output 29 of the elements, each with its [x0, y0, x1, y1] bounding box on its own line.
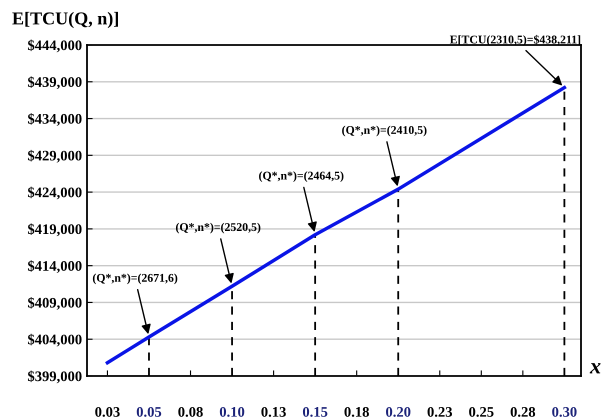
y-tick-label: $429,000 [28, 150, 82, 163]
x-tick-label: 0.08 [178, 406, 203, 417]
x-tick-label: 0.30 [552, 406, 577, 417]
x-tick-label: 0.23 [428, 406, 452, 417]
x-tick-label: 0.10 [220, 406, 244, 417]
y-tick-label: $439,000 [28, 76, 82, 90]
annotation: (Q*,n*)=(2520,5) [176, 222, 260, 234]
y-tick-label: $399,000 [28, 370, 82, 384]
x-tick-label: 0.05 [136, 406, 162, 417]
x-tick-label: 0.25 [469, 406, 494, 417]
annotation: (Q*,n*)=(2410,5) [342, 126, 427, 136]
y-tick-label: $444,000 [28, 40, 82, 52]
y-tick-label: $414,000 [28, 260, 82, 273]
x-tick-label: 0.03 [95, 406, 120, 417]
y-axis-title: E[TCU(Q, n)] [12, 12, 118, 28]
y-tick-label: $404,000 [28, 334, 82, 347]
x-tick-label: 0.20 [386, 406, 410, 417]
y-tick-label: $434,000 [28, 113, 82, 126]
x-tick-label: 0.13 [261, 406, 286, 417]
x-tick-label: 0.18 [344, 406, 369, 417]
y-tick-label: $424,000 [28, 186, 82, 200]
annotation: (Q*,n*)=(2671,6) [92, 274, 178, 284]
y-tick-label: $409,000 [28, 296, 82, 310]
x-tick-label: 0.15 [302, 406, 328, 417]
annotation: E[TCU(2310,5)=$438,211] [450, 34, 580, 46]
x-axis-title: x [590, 363, 601, 374]
y-tick-label: $419,000 [28, 223, 82, 236]
annotation: (Q*,n*)=(2464,5) [259, 171, 344, 182]
x-tick-label: 0.28 [510, 406, 536, 417]
